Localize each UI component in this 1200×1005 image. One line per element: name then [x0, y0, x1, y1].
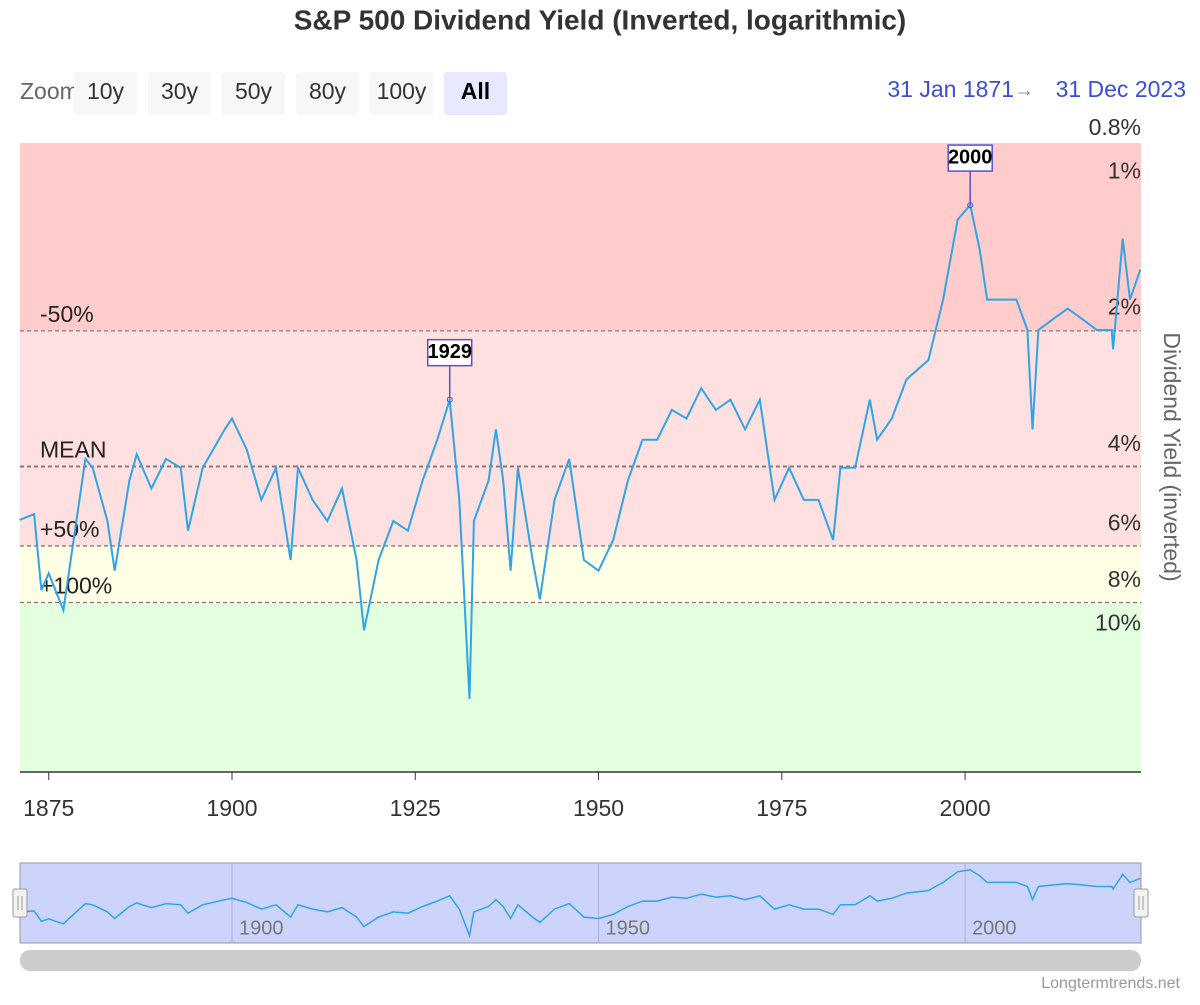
y-axis-title: Dividend Yield (inverted): [1159, 332, 1185, 581]
range-start[interactable]: 31 Jan 1871: [887, 76, 1014, 102]
annotation-label: 2000: [948, 146, 993, 168]
plot-band: [20, 330, 1141, 546]
zoom-button-label[interactable]: 50y: [235, 78, 273, 104]
navigator: [19, 862, 1142, 944]
navigator-handle-grip: [17, 896, 23, 910]
zoom-button-label[interactable]: 30y: [161, 78, 199, 104]
zoom-button-label[interactable]: 100y: [377, 78, 427, 104]
zoom-button[interactable]: [148, 72, 211, 115]
plot-line-label: +100%: [40, 573, 112, 599]
credit[interactable]: Longtermtrends.net: [1041, 975, 1180, 992]
y-tick-label: 10%: [1095, 610, 1141, 636]
navigator-tick-label: 1900: [239, 917, 284, 939]
annotation-box: [947, 144, 993, 172]
zoom-label: Zoom: [20, 78, 79, 104]
navigator-handle-grip: [1138, 896, 1144, 910]
x-tick-label: 1900: [206, 795, 257, 821]
plot-line-label: +50%: [40, 516, 99, 542]
y-tick-label: 6%: [1108, 509, 1141, 535]
y-tick-label: 8%: [1108, 566, 1141, 592]
navigator-tick-label: 1950: [606, 917, 651, 939]
range-arrow: →: [1014, 79, 1034, 101]
scrollbar[interactable]: [20, 950, 1141, 971]
zoom-button-label[interactable]: All: [461, 78, 490, 104]
zoom-button[interactable]: [222, 72, 285, 115]
x-tick-label: 1975: [756, 795, 807, 821]
navigator-line: [19, 869, 1141, 939]
x-tick-label: 1925: [390, 795, 441, 821]
zoom-button-label[interactable]: 10y: [87, 78, 125, 104]
chart-title: S&P 500 Dividend Yield (Inverted, logari…: [294, 4, 907, 35]
plot-band: [20, 545, 1141, 603]
y-tick-label: 2%: [1108, 294, 1141, 320]
navigator-handle[interactable]: [12, 888, 28, 918]
zoom-buttons: 10y 30y 50y 80y 100y All: [74, 72, 507, 115]
x-tick-label: 1875: [23, 795, 74, 821]
annotation-box: [426, 338, 473, 367]
annotation-point: [967, 202, 974, 209]
zoom-button[interactable]: [74, 72, 137, 115]
annotation-point: [446, 396, 453, 403]
zoom-button[interactable]: [296, 72, 359, 115]
navigator-tick-label: 2000: [972, 917, 1017, 939]
x-tick-label: 2000: [939, 795, 990, 821]
zoom-button-label[interactable]: 80y: [309, 78, 347, 104]
plot-line-label: MEAN: [40, 437, 106, 463]
plot-line-label: -50%: [40, 301, 94, 327]
y-tick-label: 1%: [1108, 158, 1141, 184]
zoom-button[interactable]: [370, 72, 433, 115]
y-tick-label: 4%: [1108, 430, 1141, 456]
annotation-label: 1929: [427, 341, 472, 363]
range-end[interactable]: 31 Dec 2023: [1056, 76, 1186, 102]
data-line: [19, 202, 1142, 699]
zoom-button[interactable]: [444, 72, 507, 115]
x-tick-label: 1950: [573, 795, 624, 821]
navigator-handle[interactable]: [1133, 888, 1149, 918]
y-tick-label: 0.8%: [1089, 114, 1141, 140]
plot-band: [20, 602, 1141, 772]
